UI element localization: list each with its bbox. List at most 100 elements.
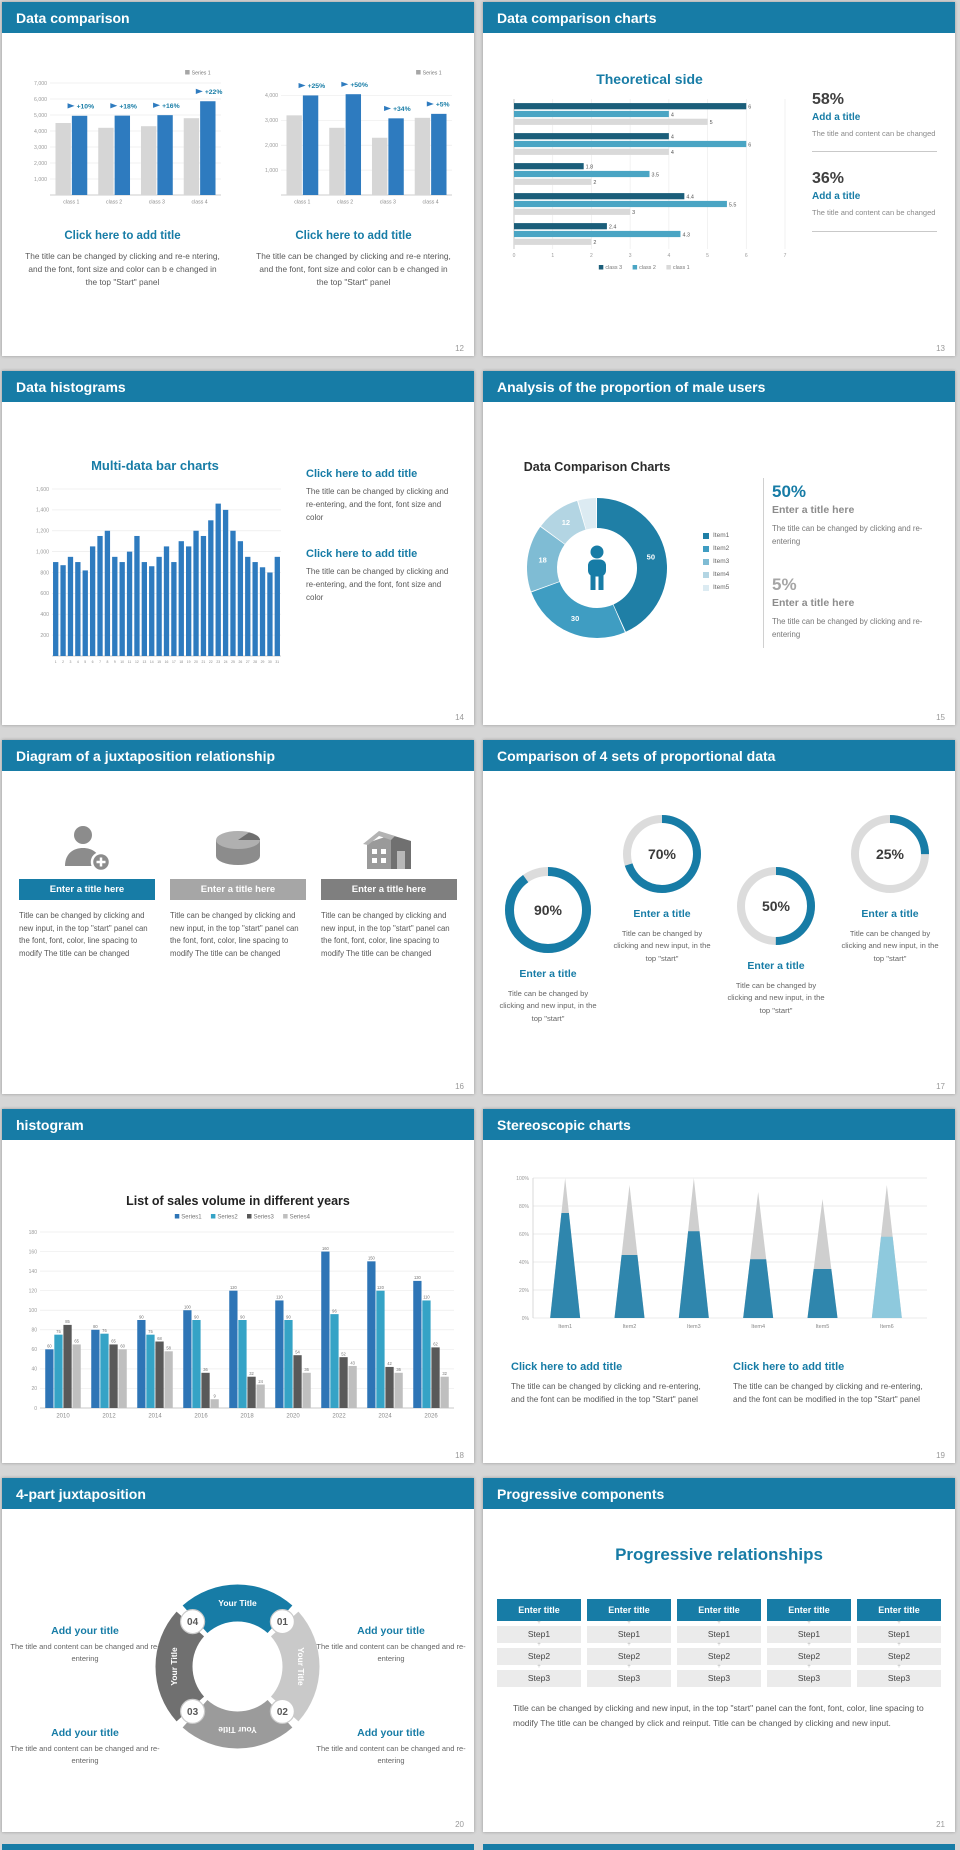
ring-chart: 70%	[623, 815, 701, 893]
svg-text:23: 23	[216, 660, 220, 664]
step-item: Step2	[497, 1648, 581, 1665]
svg-text:class 3: class 3	[605, 265, 622, 271]
svg-text:Item4: Item4	[751, 1324, 765, 1330]
svg-text:80%: 80%	[519, 1204, 530, 1210]
svg-text:3,000: 3,000	[265, 118, 278, 124]
plus-separator: +	[897, 1620, 901, 1626]
svg-text:85: 85	[65, 1319, 70, 1324]
svg-text:29: 29	[261, 660, 265, 664]
slide-15-thumbnail[interactable]: Analysis of the proportion of male users…	[483, 371, 955, 725]
item-body: Title can be changed by clicking and new…	[613, 929, 711, 963]
legend-swatch	[703, 532, 709, 539]
step-item: Step3	[677, 1670, 761, 1687]
stat-body: The title can be changed by clicking and…	[772, 616, 923, 639]
step-column: Enter title + Step1 + Step2 + Step3	[587, 1599, 671, 1687]
feature-column: Enter a title here Title can be changed …	[19, 817, 155, 961]
svg-text:12: 12	[562, 518, 570, 527]
svg-text:4: 4	[671, 112, 674, 118]
slide-13-thumbnail[interactable]: Data comparison charts Theoretical side …	[483, 2, 955, 356]
ring-chart: 90%	[505, 867, 591, 953]
stat-body: The title and content can be changed	[812, 208, 936, 218]
svg-text:3,000: 3,000	[34, 145, 47, 151]
step-column: Enter title + Step1 + Step2 + Step3	[767, 1599, 851, 1687]
svg-text:+10%: +10%	[77, 104, 95, 111]
slide-20-thumbnail[interactable]: 4-part juxtaposition Your Title Your Titl…	[2, 1478, 474, 1832]
plus-separator: +	[537, 1664, 541, 1670]
svg-text:26: 26	[238, 660, 242, 664]
legend-item: Item5	[703, 584, 759, 591]
slide-12-thumbnail[interactable]: Data comparison 1,000 2,000 3,000 4,000 5,00…	[2, 2, 474, 356]
item-body: Title can be changed by clicking and new…	[170, 911, 299, 958]
svg-text:58: 58	[166, 1346, 171, 1351]
svg-text:90: 90	[139, 1314, 144, 1319]
block-body: The title and content can be changed and…	[10, 1642, 160, 1663]
stat-block: 5% Enter a title here The title can be c…	[772, 575, 947, 642]
panel-title: Click here to add title	[295, 230, 412, 242]
svg-text:Item1: Item1	[558, 1324, 572, 1330]
paragraph: Title can be changed by clicking and new…	[513, 1703, 924, 1728]
slide-19-thumbnail[interactable]: Stereoscopic charts 0% 20% 40% 60% 80% 100% It…	[483, 1109, 955, 1463]
slide-header: Diagram of a juxtaposition relationship	[2, 740, 474, 771]
svg-text:100: 100	[184, 1305, 192, 1310]
svg-text:Your Title: Your Title	[218, 1598, 257, 1608]
item-title: Enter a title	[747, 960, 805, 972]
slide-header: Data histograms	[2, 371, 474, 402]
chart-title: List of sales volume in different years	[126, 1194, 350, 1208]
svg-text:32: 32	[442, 1371, 447, 1376]
svg-text:100: 100	[29, 1308, 38, 1314]
svg-text:5: 5	[706, 253, 709, 259]
step-item: Step3	[857, 1670, 941, 1687]
svg-text:40: 40	[31, 1367, 37, 1373]
svg-text:90: 90	[240, 1314, 245, 1319]
partial-next-slide-header[interactable]	[2, 1844, 474, 1850]
svg-text:90: 90	[286, 1314, 291, 1319]
plus-separator: +	[537, 1642, 541, 1648]
svg-text:4.4: 4.4	[686, 195, 694, 201]
slide-header-title: Comparison of 4 sets of proportional dat…	[497, 747, 776, 764]
text-block: Click here to add title The title can be…	[733, 1361, 925, 1406]
svg-text:65: 65	[111, 1339, 116, 1344]
item-body: Title can be changed by clicking and new…	[321, 911, 450, 958]
slide-header-title: 4-part juxtaposition	[16, 1485, 146, 1502]
svg-text:400: 400	[40, 612, 49, 618]
svg-text:2016: 2016	[194, 1414, 208, 1420]
slide-header-title: Data comparison charts	[497, 9, 657, 26]
svg-text:17: 17	[172, 660, 176, 664]
page-number: 13	[936, 344, 945, 353]
svg-text:4: 4	[77, 660, 79, 664]
slide-17-thumbnail[interactable]: Comparison of 4 sets of proportional dat…	[483, 740, 955, 1094]
slide-14-thumbnail[interactable]: Data histograms Multi-data bar charts 20…	[2, 371, 474, 725]
block-title: Click here to add title	[733, 1361, 845, 1373]
text-block: Add your title The title and content can…	[316, 1625, 466, 1664]
step-column: Enter title + Step1 + Step2 + Step3	[677, 1599, 761, 1687]
svg-text:75: 75	[148, 1329, 153, 1334]
chart-title: Data Comparison Charts	[523, 460, 671, 474]
svg-text:21: 21	[202, 660, 206, 664]
svg-text:11: 11	[128, 660, 132, 664]
svg-text:0: 0	[34, 1406, 37, 1412]
svg-text:2: 2	[590, 253, 593, 259]
legend-swatch	[703, 584, 709, 591]
slide-21-thumbnail[interactable]: Progressive components Progressive relat…	[483, 1478, 955, 1832]
slide-header: histogram	[2, 1109, 474, 1140]
ring-column: 50% Enter a title Title can be changed b…	[725, 771, 827, 1025]
step-column: Enter title + Step1 + Step2 + Step3	[857, 1599, 941, 1687]
svg-text:7: 7	[99, 660, 101, 664]
svg-text:class 1: class 1	[63, 200, 79, 206]
svg-text:Series3: Series3	[254, 1214, 275, 1220]
slide-16-thumbnail[interactable]: Diagram of a juxtaposition relationship …	[2, 740, 474, 1094]
svg-text:120: 120	[230, 1285, 238, 1290]
text-block: Click here to add title The title can be…	[306, 548, 456, 604]
plus-separator: +	[897, 1664, 901, 1670]
partial-next-slide-header[interactable]	[483, 1844, 955, 1850]
block-title: Click here to add title	[511, 1361, 623, 1373]
svg-text:4,000: 4,000	[265, 93, 278, 99]
svg-text:6: 6	[748, 142, 751, 148]
plus-separator: +	[537, 1620, 541, 1626]
slide-18-thumbnail[interactable]: histogram List of sales volume in differ…	[2, 1109, 474, 1463]
svg-text:7: 7	[784, 253, 787, 259]
item-title: Enter a title	[861, 908, 919, 920]
page-number: 21	[936, 1820, 945, 1829]
plus-separator: +	[807, 1620, 811, 1626]
page-number: 15	[936, 713, 945, 722]
